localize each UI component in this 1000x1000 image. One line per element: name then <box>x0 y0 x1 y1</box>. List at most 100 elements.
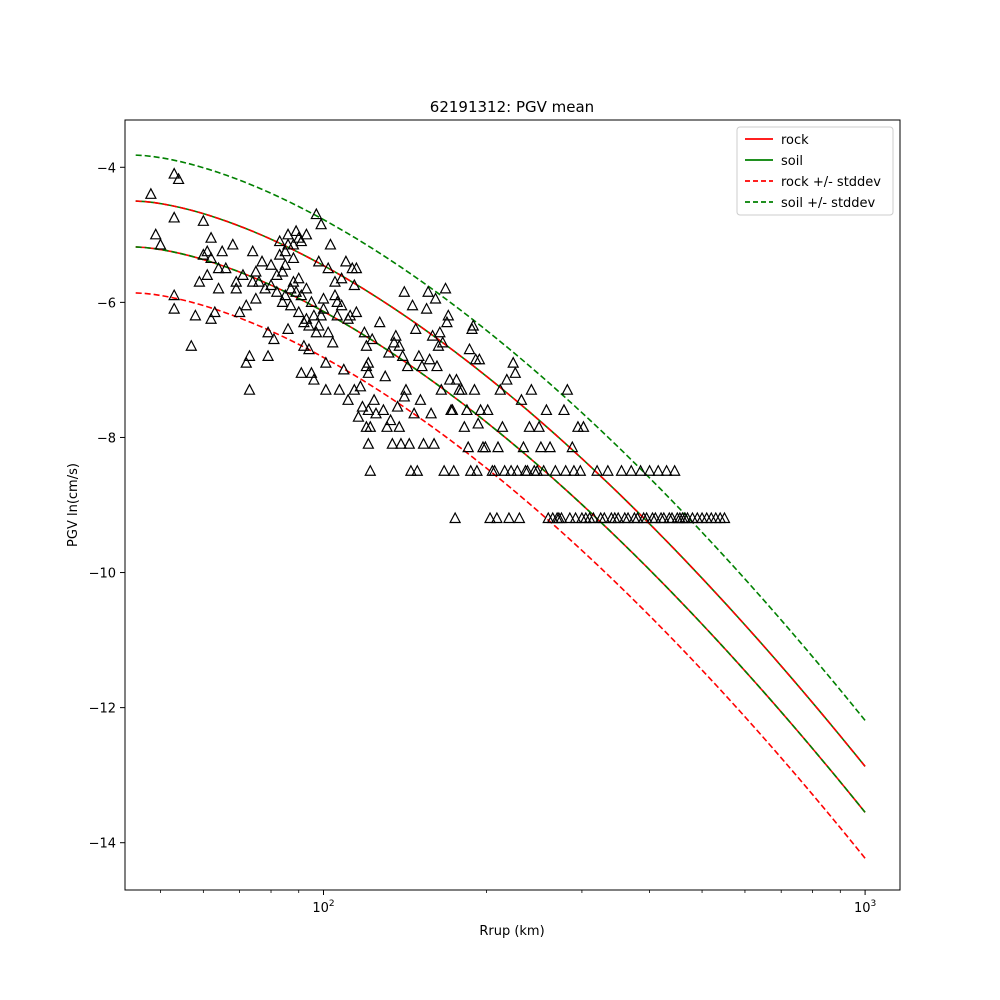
data-point-71 <box>300 228 313 240</box>
data-point-117 <box>360 339 373 351</box>
data-point-96 <box>331 295 344 307</box>
data-point-171 <box>443 373 456 385</box>
data-point-25 <box>230 275 243 287</box>
data-point-22 <box>219 261 232 274</box>
data-point-19 <box>212 282 225 294</box>
data-point-93 <box>326 336 339 348</box>
y-tick-label-5: −14 <box>89 837 116 852</box>
data-point-74 <box>302 319 315 331</box>
data-point-194 <box>481 403 494 416</box>
data-point-32 <box>246 275 259 287</box>
data-point-202 <box>498 464 511 476</box>
data-point-205 <box>505 464 518 476</box>
data-point-136 <box>391 400 404 412</box>
data-point-137 <box>393 420 406 432</box>
data-point-56 <box>284 282 297 294</box>
data-point-58 <box>287 275 300 287</box>
data-point-128 <box>377 403 390 416</box>
data-point-41 <box>265 278 278 291</box>
series-line-4-soil-stddev-plus <box>135 154 866 721</box>
data-point-143 <box>399 383 412 395</box>
data-point-221 <box>540 403 553 416</box>
data-point-20 <box>212 261 225 274</box>
data-point-59 <box>287 251 300 264</box>
data-point-147 <box>406 298 419 311</box>
data-point-123 <box>364 420 377 432</box>
data-point-92 <box>324 238 337 250</box>
data-point-173 <box>446 403 459 416</box>
data-point-217 <box>531 464 544 476</box>
data-point-250 <box>615 464 628 476</box>
data-point-7 <box>168 302 181 314</box>
data-point-122 <box>364 464 377 476</box>
data-point-33 <box>246 244 259 257</box>
y-tick-label-1: −6 <box>97 296 116 311</box>
data-point-120 <box>362 403 375 416</box>
data-point-206 <box>507 356 520 368</box>
y-axis-title: PGV ln(cm/s) <box>66 463 81 547</box>
data-point-246 <box>601 464 614 476</box>
data-point-178 <box>455 383 468 395</box>
data-point-2 <box>154 238 167 250</box>
data-point-218 <box>533 420 546 432</box>
data-point-225 <box>549 464 562 476</box>
data-point-195 <box>484 511 497 524</box>
data-point-183 <box>464 464 477 476</box>
data-point-57 <box>284 298 297 311</box>
data-point-211 <box>517 440 530 453</box>
data-point-6 <box>168 288 181 301</box>
data-point-219 <box>534 440 547 453</box>
data-point-243 <box>591 464 604 476</box>
data-point-102 <box>339 255 352 267</box>
plot-frame <box>124 119 901 891</box>
data-point-87 <box>317 292 330 304</box>
data-point-39 <box>262 325 275 338</box>
data-point-24 <box>230 282 243 294</box>
data-point-37 <box>256 255 269 267</box>
data-point-114 <box>358 325 371 338</box>
data-point-124 <box>366 332 379 345</box>
data-point-233 <box>566 440 579 453</box>
data-point-186 <box>468 383 481 395</box>
data-point-207 <box>509 366 522 378</box>
data-point-67 <box>295 288 308 301</box>
series-line-3-rock-stddev-minus <box>135 292 866 859</box>
data-point-125 <box>368 393 381 405</box>
data-point-83 <box>312 255 325 267</box>
data-point-12 <box>197 248 210 260</box>
data-point-135 <box>389 329 402 341</box>
data-point-82 <box>312 319 325 331</box>
data-point-50 <box>279 288 292 301</box>
data-point-21 <box>216 244 229 257</box>
data-point-45 <box>270 268 283 280</box>
legend-label-1: soil <box>781 154 803 169</box>
data-point-3 <box>168 167 181 179</box>
data-point-262 <box>652 464 665 476</box>
data-point-164 <box>433 325 446 338</box>
data-point-160 <box>428 437 441 449</box>
data-point-101 <box>337 363 350 375</box>
data-point-145 <box>403 437 416 449</box>
data-point-72 <box>300 282 313 294</box>
data-point-52 <box>279 258 292 270</box>
data-point-48 <box>276 295 289 307</box>
data-point-97 <box>331 309 344 321</box>
data-point-100 <box>335 298 348 311</box>
data-point-189 <box>472 417 485 429</box>
data-point-167 <box>438 464 451 476</box>
data-point-157 <box>423 352 436 365</box>
data-point-17 <box>205 312 218 324</box>
data-point-66 <box>295 234 308 247</box>
data-point-156 <box>422 285 435 297</box>
data-point-109 <box>350 261 363 274</box>
data-point-112 <box>354 380 367 392</box>
data-point-174 <box>447 464 460 476</box>
data-point-185 <box>467 319 480 331</box>
data-point-85 <box>315 309 328 321</box>
data-point-281 <box>718 511 731 524</box>
data-point-130 <box>381 420 394 432</box>
data-point-99 <box>335 271 348 284</box>
data-point-142 <box>398 285 411 297</box>
data-point-252 <box>622 511 635 524</box>
